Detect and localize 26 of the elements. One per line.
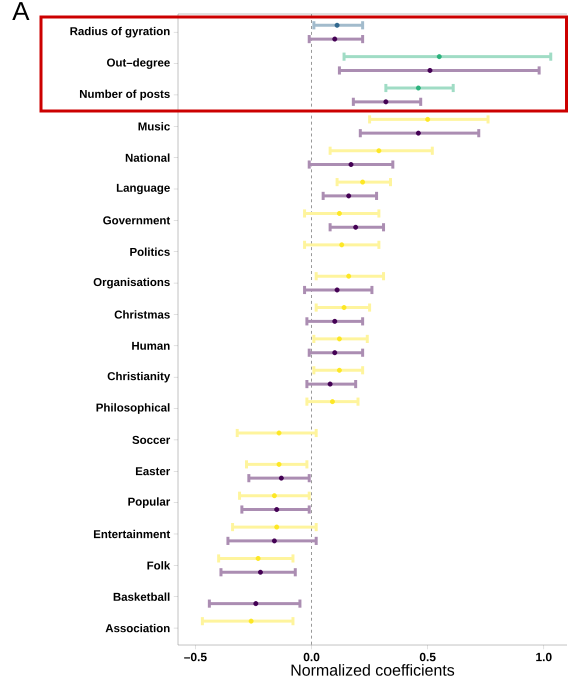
y-tick-label: National bbox=[126, 153, 170, 162]
y-tick-label: Language bbox=[116, 184, 170, 194]
y-tick-label: Organisations bbox=[94, 278, 170, 288]
y-tick-label: Folk bbox=[147, 561, 170, 570]
y-tick-label: Government bbox=[103, 216, 170, 224]
y-tick-label: Entertainment bbox=[94, 530, 170, 538]
x-tick-label: –0.5 bbox=[184, 652, 207, 662]
x-tick-label: 0.0 bbox=[304, 652, 320, 662]
y-tick-label: Soccer bbox=[132, 436, 170, 444]
y-tick-label: Easter bbox=[136, 467, 170, 476]
y-tick-label: Out–degree bbox=[107, 58, 170, 69]
y-tick-label: Radius of gyration bbox=[70, 26, 170, 38]
x-axis-title: Normalized coefficients bbox=[292, 664, 454, 676]
x-tick-label: 1.0 bbox=[536, 652, 552, 662]
y-tick-label: Philosophical bbox=[96, 403, 170, 414]
y-tick-label: Music bbox=[138, 122, 170, 130]
y-tick-label: Association bbox=[106, 624, 170, 632]
y-tick-label: Christianity bbox=[108, 372, 170, 383]
y-tick-label: Popular bbox=[128, 497, 170, 508]
text: A bbox=[12, 2, 30, 20]
y-tick-label: Number of posts bbox=[80, 90, 170, 100]
x-tick-label: 0.5 bbox=[420, 652, 436, 662]
y-tick-label: Politics bbox=[130, 248, 170, 256]
y-tick-label: Human bbox=[132, 342, 170, 350]
y-tick-label: Christmas bbox=[114, 310, 170, 319]
y-tick-label: Basketball bbox=[114, 592, 170, 601]
